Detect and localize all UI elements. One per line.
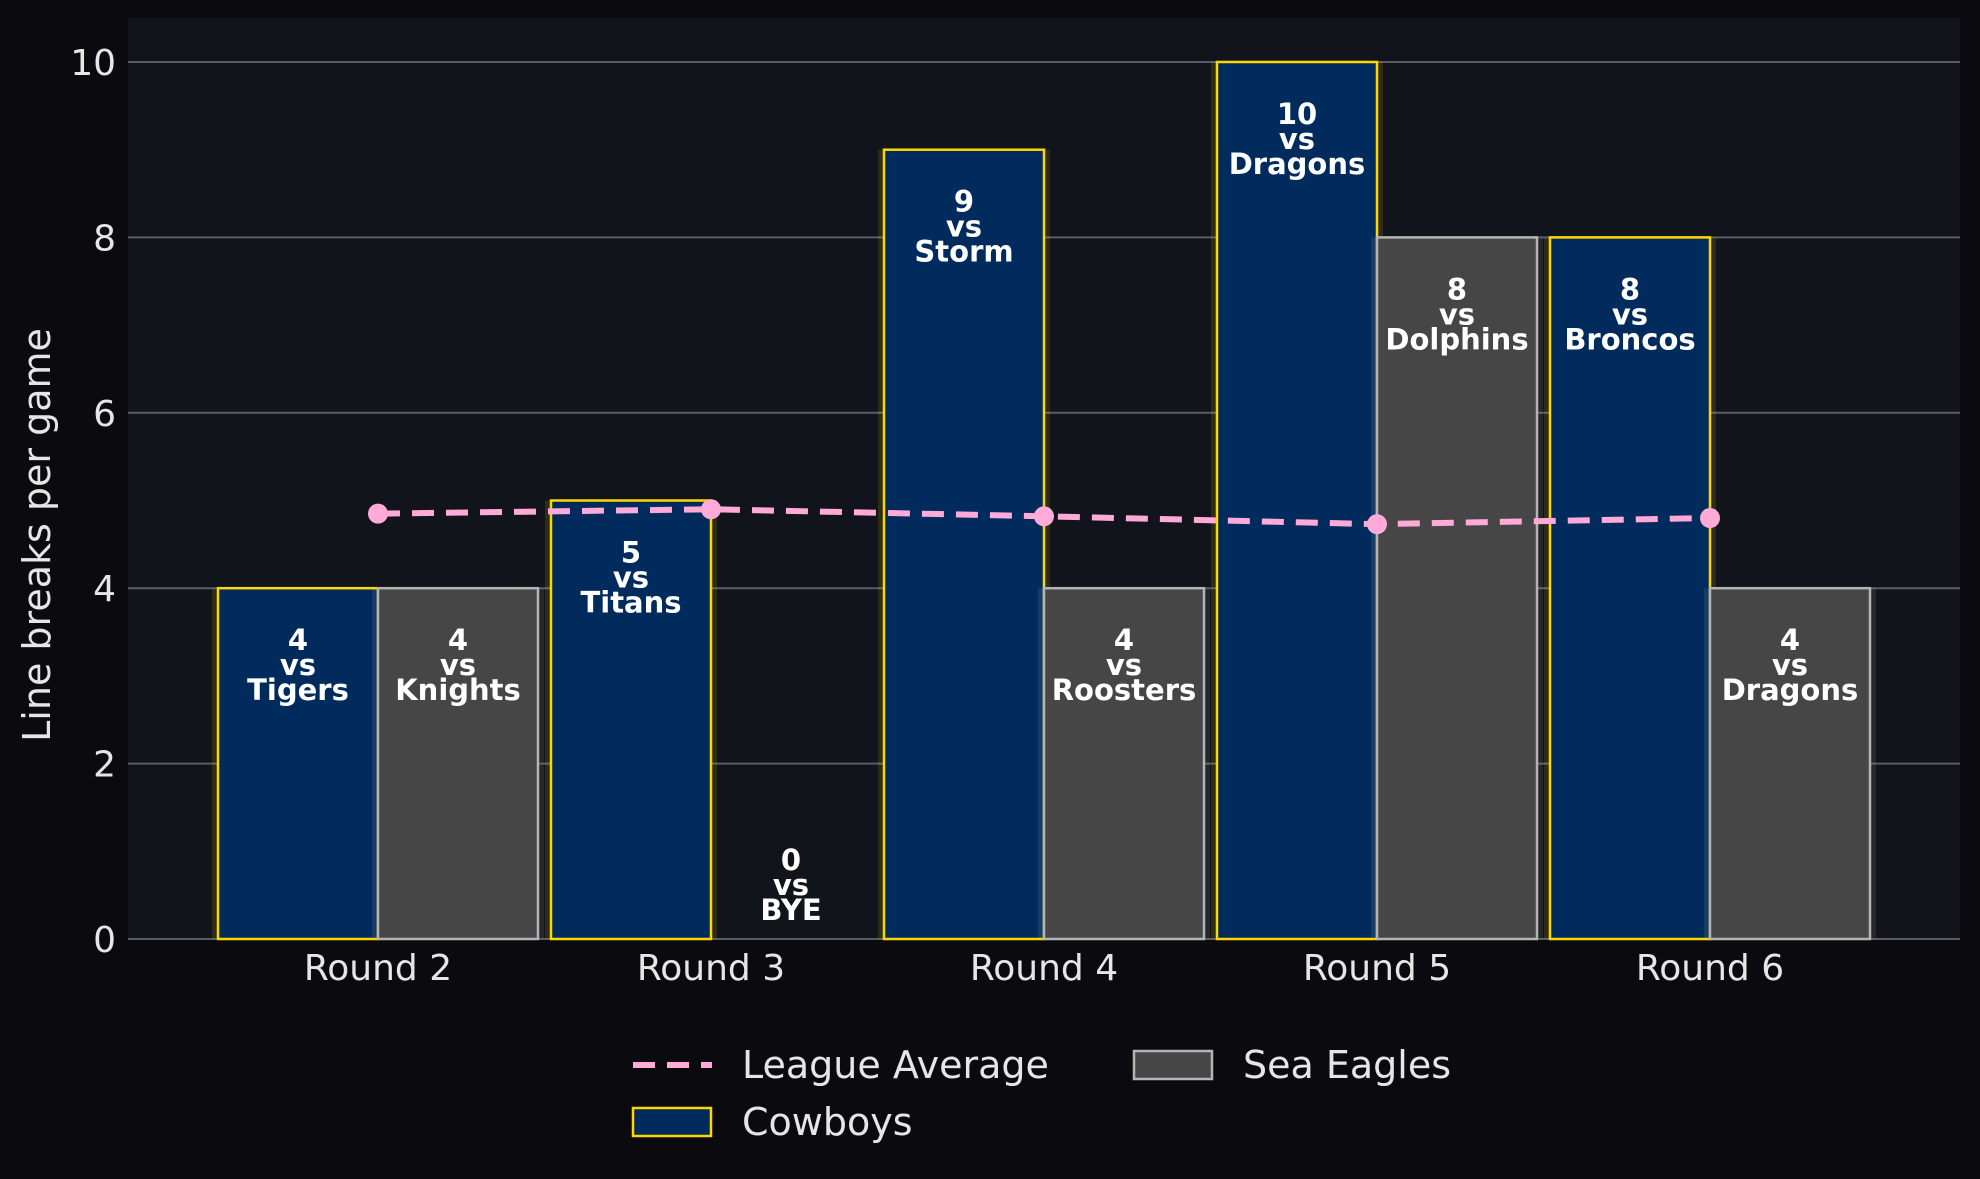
bar-cowboys-round-5 [1215,60,1379,941]
x-tick-label-round-3: Round 3 [637,948,785,989]
league-average-point-round-5 [1367,514,1387,535]
legend-swatch-sea-eagles [1132,1049,1214,1081]
league-average-point-round-2 [368,503,388,524]
league-average-point-round-4 [1034,506,1054,527]
x-tick-label-round-2: Round 2 [304,948,452,989]
bar-label-sea-eagles-round-3: 0 vs BYE [760,843,821,927]
bar-labels: 4 vs Tigers 5 vs Titans 9 vs Storm 10 vs Dragons 8 vs… [247,97,1858,927]
legend-label-sea-eagles: Sea Eagles [1243,1043,1451,1087]
x-axis: Round 2 Round 3 Round 4 Round 5 Round 6 [304,948,1784,989]
bar-label-sea-eagles-round-2: 4 vs Knights [395,623,521,707]
bars [212,60,1876,941]
y-tick-label-0: 0 [93,920,116,961]
bar-cowboys-round-2 [216,586,380,941]
legend-swatch-cowboys [631,1106,713,1138]
bar-label-cowboys-round-6: 8 vs Broncos [1564,272,1695,356]
bar-label-sea-eagles-round-5: 8 vs Dolphins [1385,272,1528,356]
y-tick-label-6: 6 [93,394,116,435]
bar-cowboys-round-3 [549,499,713,941]
legend-label-cowboys: Cowboys [742,1100,913,1144]
bar-label-cowboys-round-2: 4 vs Tigers [247,623,349,707]
bar-cowboys-round-6 [1548,236,1712,941]
bar-label-cowboys-round-3: 5 vs Titans [580,536,681,620]
bar-sea-eagles-round-5 [1375,236,1539,941]
y-axis: 0 2 4 6 8 10 [70,43,116,961]
bar-label-sea-eagles-round-6: 4 vs Dragons [1722,623,1859,707]
league-average-point-round-6 [1700,508,1720,529]
y-axis-label: Line breaks per game [15,328,59,742]
y-tick-label-10: 10 [70,43,116,84]
bar-sea-eagles-round-6 [1708,586,1872,941]
y-tick-label-2: 2 [93,745,116,786]
bar-label-cowboys-round-5: 10 vs Dragons [1229,97,1366,181]
x-tick-label-round-6: Round 6 [1636,948,1784,989]
x-tick-label-round-5: Round 5 [1303,948,1451,989]
league-average-line [368,499,1720,535]
y-tick-label-4: 4 [93,569,116,610]
bar-sea-eagles-round-4 [1042,586,1206,941]
bar-cowboys-round-4 [882,148,1046,941]
league-average-point-round-3 [701,499,721,520]
legend: League Average Cowboys Sea Eagles [631,1043,1451,1144]
bar-sea-eagles-round-2 [376,586,540,941]
y-tick-label-8: 8 [93,218,116,259]
x-tick-label-round-4: Round 4 [970,948,1118,989]
bar-label-sea-eagles-round-4: 4 vs Roosters [1052,623,1197,707]
legend-label-league-average: League Average [742,1043,1049,1087]
bar-label-cowboys-round-4: 9 vs Storm [914,185,1013,269]
